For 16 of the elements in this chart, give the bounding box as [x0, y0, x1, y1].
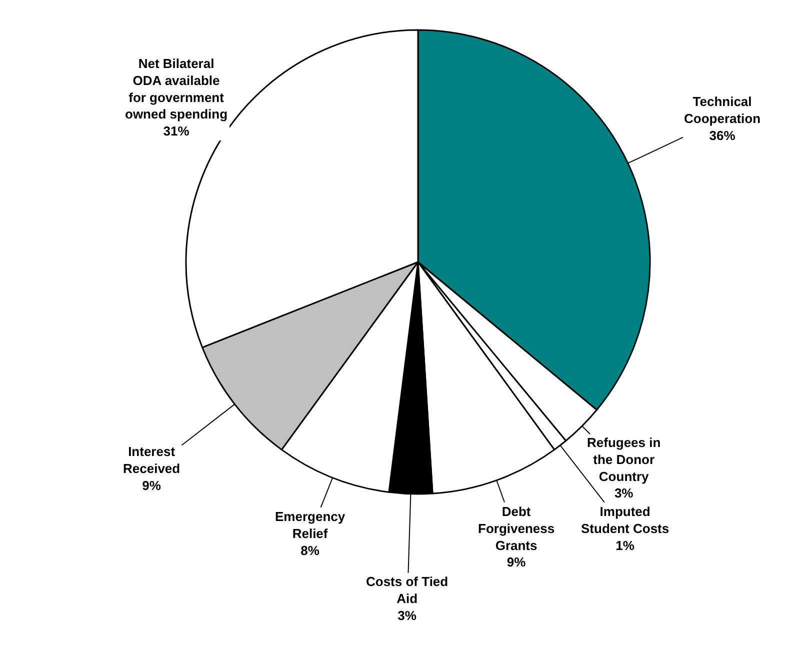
slice-label: Imputed Student Costs	[581, 504, 670, 536]
slice-label: Debt Forgiveness Grants	[478, 504, 555, 553]
data-label: 3%	[398, 608, 417, 623]
slice-label: Emergency Relief	[275, 509, 346, 541]
data-label: 3%	[614, 486, 634, 501]
slice-label: Refugees in the Donor Country	[587, 435, 661, 484]
slice-label: Interest Received	[123, 444, 180, 476]
data-label: 9%	[506, 554, 526, 570]
data-label: 8%	[300, 542, 320, 558]
data-label: 1%	[616, 538, 635, 553]
data-label: 31%	[163, 124, 190, 139]
slice-label: Costs of Tied Aid	[366, 574, 448, 606]
data-label: 36%	[709, 128, 736, 143]
slice-label: Net Bilateral ODA available for government owned spending	[125, 56, 228, 122]
slice-label: Technical Cooperation	[684, 94, 761, 126]
data-label: 9%	[142, 478, 162, 493]
